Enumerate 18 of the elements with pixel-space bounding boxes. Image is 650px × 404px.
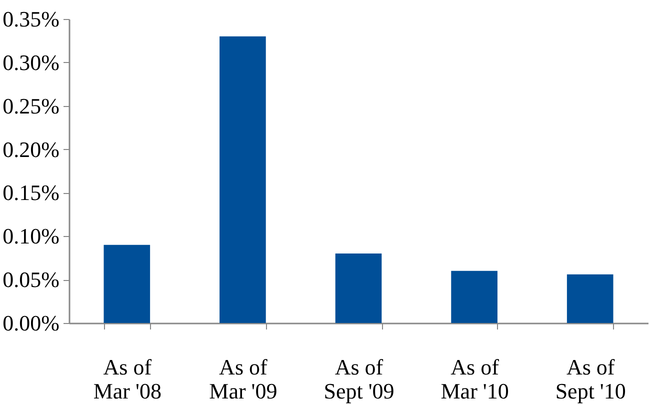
y-tick-label: 0.35% — [2, 6, 60, 32]
x-tick-label: As of Sept '10 — [555, 354, 626, 404]
y-tick-label: 0.00% — [2, 310, 60, 336]
bar — [220, 36, 266, 323]
bar — [451, 270, 498, 323]
bar — [104, 244, 150, 323]
x-tick-label: As of Mar '09 — [209, 354, 278, 404]
x-tick-label: As of Mar '08 — [93, 354, 162, 404]
y-tick-label: 0.15% — [2, 180, 60, 206]
bar — [566, 274, 614, 323]
y-tick-label: 0.05% — [2, 267, 60, 292]
y-tick-label: 0.25% — [2, 93, 60, 118]
x-tick-label: As of Mar '10 — [440, 354, 509, 404]
y-tick-label: 0.30% — [2, 50, 60, 75]
y-tick-label: 0.10% — [2, 224, 60, 249]
bar — [335, 254, 382, 323]
x-tick-label: As of Sept '09 — [324, 354, 394, 404]
y-tick-label: 0.20% — [2, 136, 60, 162]
